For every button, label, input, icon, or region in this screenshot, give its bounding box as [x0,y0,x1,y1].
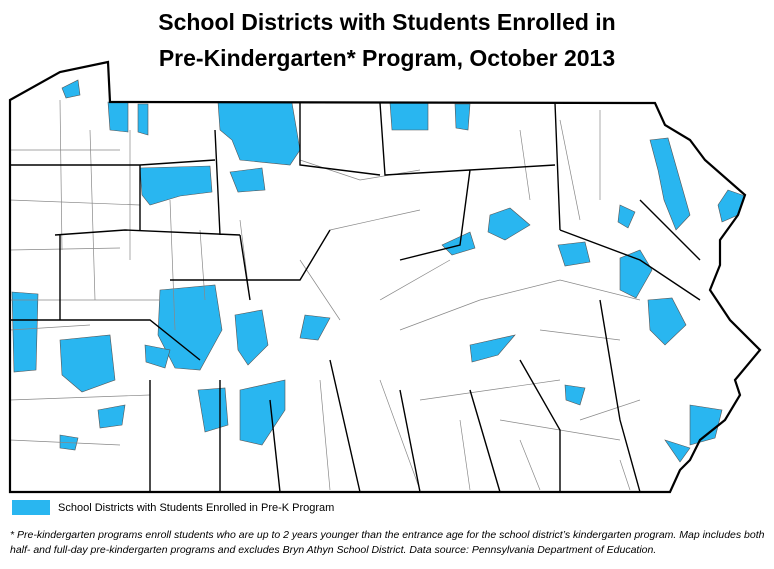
footnote: * Pre-kindergarten programs enroll stude… [10,529,765,556]
legend-swatch [12,500,50,515]
title-line: School Districts with Students Enrolled … [158,9,615,35]
district-lines [9,99,641,491]
legend-label: School Districts with Students Enrolled … [58,502,334,514]
map: School Districts with Students Enrolled … [8,9,762,515]
state-outline [8,60,762,494]
county-lines [10,102,701,493]
pre-k-districts [11,79,746,463]
title-line: Pre-Kindergarten* Program, October 2013 [159,45,615,71]
